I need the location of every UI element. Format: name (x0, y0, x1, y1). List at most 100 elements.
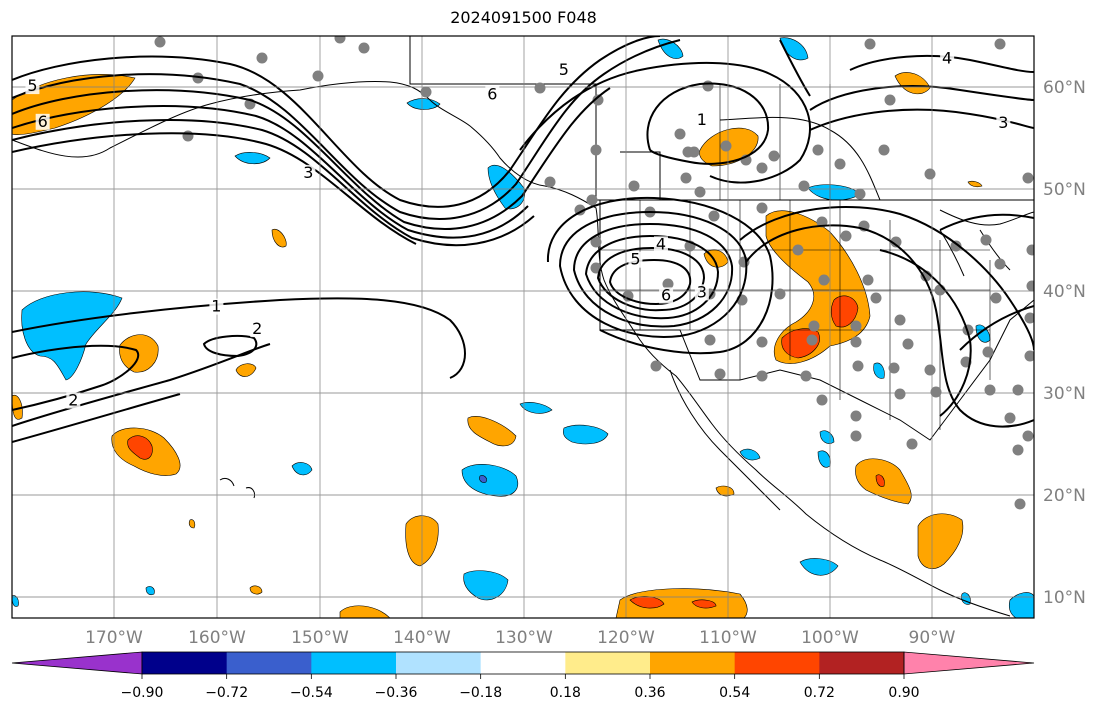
shade-orange (235, 363, 257, 377)
colorbar-swatch (396, 652, 482, 674)
contour-label: 3 (303, 163, 313, 182)
contour-label: 4 (942, 49, 952, 68)
colorbar-swatch (311, 652, 397, 674)
shade-blue (519, 402, 553, 414)
contour-label: 5 (559, 60, 569, 79)
contour-label-bg (250, 321, 265, 338)
contour-label: 3 (998, 113, 1008, 132)
colorbar-tick-label: −0.54 (290, 685, 333, 701)
contour-label: 2 (252, 319, 262, 338)
colorbar-swatch (650, 652, 736, 674)
colorbar-swatch (142, 652, 228, 674)
shade-orange (967, 180, 983, 188)
shade-orange (188, 519, 196, 529)
map-background (12, 36, 1034, 618)
contour-label: 6 (487, 84, 497, 103)
contour-label-bg (659, 287, 674, 304)
lat-tick-label: 20°N (1043, 486, 1086, 506)
shade-blue (145, 586, 155, 596)
shade-orange (917, 513, 964, 569)
shade-orange (339, 605, 391, 618)
shade-blue (739, 448, 761, 461)
contour-label-bg (556, 61, 571, 78)
colorbar: −0.90 −0.72 −0.54 −0.36 −0.18 0.18 0.36 0.54 0.7… (11, 651, 1035, 701)
lat-tick-label: 60°N (1043, 78, 1086, 98)
lon-tick-label: 150°W (291, 628, 349, 648)
lon-tick-label: 110°W (699, 628, 757, 648)
contour-label: 1 (697, 110, 707, 129)
contour-label-bg (25, 78, 40, 95)
lon-tick-label: 160°W (188, 628, 246, 648)
contour-label-bg (996, 114, 1011, 131)
lon-tick-label: 100°W (801, 628, 859, 648)
contour-label-bg (485, 86, 500, 103)
shade-blue (461, 464, 518, 497)
shade-orange (615, 588, 748, 618)
colorbar-extend-min (11, 651, 143, 675)
shade-orange (894, 72, 931, 95)
colorbar-tick-label: 0.36 (634, 685, 665, 701)
lon-tick-label: 170°W (85, 628, 143, 648)
contour-label: 6 (38, 112, 48, 131)
colorbar-swatch (480, 652, 566, 674)
shade-blue (819, 430, 835, 444)
contour-label: 6 (661, 285, 671, 304)
colorbar-swatches (11, 651, 1035, 675)
colorbar-tick-label: −0.90 (121, 685, 164, 701)
contour-label-bg (66, 392, 81, 409)
lat-tick-label: 30°N (1043, 384, 1086, 404)
contour-label-bg (694, 284, 709, 301)
station-dots (154, 36, 1034, 510)
contour-label-bg (301, 164, 316, 181)
colorbar-swatch (819, 652, 905, 674)
contour-label-bg (694, 111, 709, 128)
shade-orange (467, 416, 517, 447)
lon-tick-label: 140°W (393, 628, 451, 648)
lat-tick-label: 40°N (1043, 282, 1086, 302)
contour-label: 1 (211, 297, 221, 316)
lat-tick-labels: 60°N 50°N 40°N 30°N 20°N 10°N (1043, 78, 1086, 608)
shade-red (691, 599, 717, 609)
contour-label-bg (628, 251, 643, 268)
colorbar-swatch (734, 652, 820, 674)
shade-orange (249, 585, 263, 595)
colorbar-tick-label: −0.36 (375, 685, 418, 701)
shade-blue (21, 291, 123, 381)
shade-blue (799, 558, 839, 576)
lon-tick-label: 120°W (597, 628, 655, 648)
contour-lines (12, 36, 1034, 443)
contour-label-bg (653, 236, 668, 253)
lon-tick-label: 90°W (909, 628, 956, 648)
shade-blue (961, 592, 971, 605)
shade-orange (271, 228, 287, 248)
contour-label-bg (209, 298, 224, 315)
colorbar-swatch (226, 652, 312, 674)
shade-blue (1008, 592, 1034, 618)
shade-red (875, 474, 885, 487)
colorbar-tick-label: 0.72 (804, 685, 835, 701)
anomaly-shading (12, 37, 1034, 618)
shade-red (830, 295, 859, 328)
contour-label: 5 (27, 76, 37, 95)
colorbar-tick-label: 0.90 (888, 685, 919, 701)
map-frame (11, 35, 1035, 619)
colorbar-tick-label: −0.18 (459, 685, 502, 701)
shade-blue (234, 152, 271, 165)
colorbar-labels: −0.90 −0.72 −0.54 −0.36 −0.18 0.18 0.36 0.54 0.7… (121, 674, 920, 701)
contour-label: 3 (697, 282, 707, 301)
shade-blue (562, 424, 609, 445)
contour-label-bg (940, 50, 955, 67)
shade-blue (873, 362, 885, 379)
colorbar-tick-label: 0.18 (550, 685, 581, 701)
map-title: 2024091500 F048 (450, 8, 597, 27)
lon-tick-labels: 170°W 160°W 150°W 140°W 130°W 120°W 110°… (85, 628, 956, 648)
lat-tick-label: 50°N (1043, 180, 1086, 200)
contour-label: 4 (656, 234, 666, 253)
colorbar-tick-label: 0.54 (719, 685, 750, 701)
shade-blue (479, 475, 487, 483)
shade-orange (715, 485, 735, 497)
colorbar-extend-max (903, 651, 1035, 675)
lat-tick-label: 10°N (1043, 588, 1086, 608)
